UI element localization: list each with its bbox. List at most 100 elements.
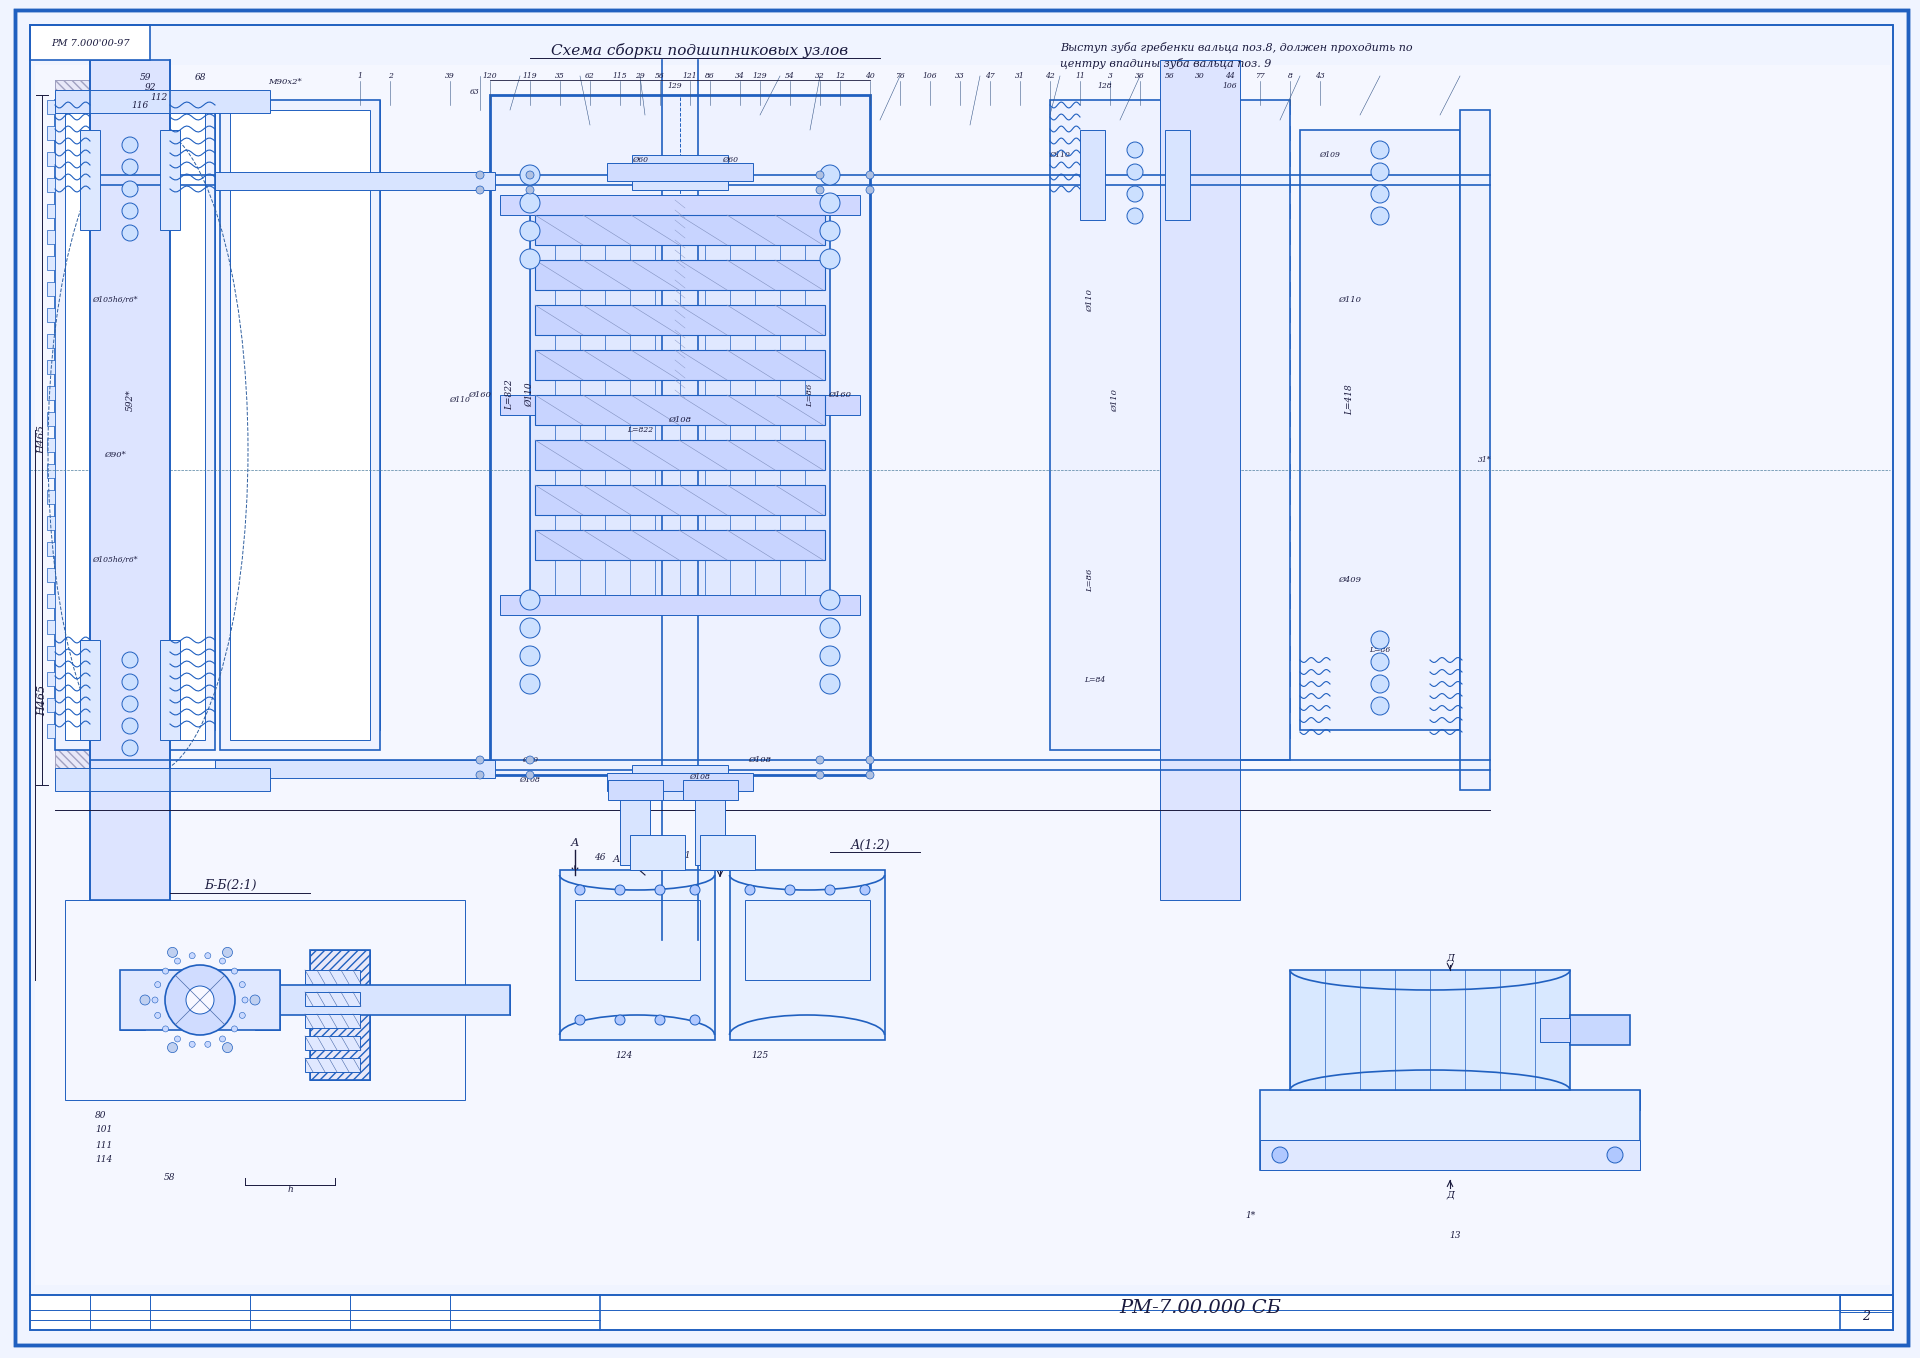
Circle shape <box>1371 141 1388 159</box>
Bar <box>1281 308 1290 322</box>
Circle shape <box>232 968 238 974</box>
Text: Ø108: Ø108 <box>668 416 691 424</box>
Bar <box>620 779 651 865</box>
Circle shape <box>1371 631 1388 649</box>
Bar <box>46 464 56 478</box>
Text: Д: Д <box>1446 953 1453 963</box>
Text: Лист: Лист <box>1855 1298 1878 1306</box>
Text: L=822: L=822 <box>628 426 653 435</box>
Bar <box>221 100 380 750</box>
Bar <box>1281 672 1290 686</box>
Circle shape <box>614 885 626 895</box>
Bar <box>46 126 56 140</box>
Text: 111: 111 <box>94 1141 111 1149</box>
Text: Ø90*: Ø90* <box>104 451 127 459</box>
Circle shape <box>1371 653 1388 671</box>
Circle shape <box>205 1042 211 1047</box>
Bar <box>1281 411 1290 426</box>
Bar <box>81 640 100 740</box>
Text: 34: 34 <box>735 72 745 80</box>
Text: 1*: 1* <box>1244 1210 1256 1219</box>
Bar <box>1469 600 1480 618</box>
Circle shape <box>123 202 138 219</box>
Text: 1: 1 <box>357 72 363 80</box>
Circle shape <box>123 697 138 712</box>
Bar <box>1469 360 1480 378</box>
Bar <box>46 698 56 712</box>
Bar <box>1281 257 1290 270</box>
Text: 80: 80 <box>94 1111 106 1119</box>
Bar <box>215 172 495 190</box>
Bar <box>1190 100 1219 731</box>
Text: 129: 129 <box>753 72 768 80</box>
Bar <box>745 900 870 980</box>
Circle shape <box>1127 164 1142 181</box>
Bar <box>1281 100 1290 114</box>
Text: Ø105h6/r6*: Ø105h6/r6* <box>92 555 138 564</box>
Circle shape <box>820 674 841 694</box>
Text: А: А <box>612 856 620 865</box>
Bar <box>1839 1296 1893 1329</box>
Bar <box>1571 1014 1630 1046</box>
Text: Н465: Н465 <box>36 684 46 716</box>
Bar <box>1281 334 1290 348</box>
Circle shape <box>163 1025 169 1032</box>
Circle shape <box>123 159 138 175</box>
Bar <box>1231 100 1290 760</box>
Text: Подп.: Подп. <box>288 1316 311 1324</box>
Text: Формат  А0: Формат А0 <box>1574 1319 1624 1325</box>
Bar <box>46 411 56 426</box>
Bar <box>305 991 361 1006</box>
Text: 76: 76 <box>895 72 904 80</box>
Bar <box>56 100 215 750</box>
Bar <box>56 100 84 731</box>
Bar <box>46 672 56 686</box>
Bar <box>1430 130 1459 710</box>
Circle shape <box>745 885 755 895</box>
Bar <box>119 970 146 1029</box>
Bar <box>536 350 826 380</box>
Text: Ø108: Ø108 <box>749 756 772 765</box>
Bar <box>1540 1018 1571 1042</box>
Text: 31*: 31* <box>1478 456 1492 464</box>
Bar <box>536 530 826 559</box>
Bar <box>536 259 826 291</box>
Circle shape <box>526 756 534 765</box>
Bar <box>1281 516 1290 530</box>
Text: 121: 121 <box>684 72 697 80</box>
Text: 47: 47 <box>985 72 995 80</box>
Bar <box>184 100 215 731</box>
Bar <box>305 1058 361 1071</box>
Text: L=86: L=86 <box>1087 568 1094 592</box>
Text: Ø60: Ø60 <box>632 156 649 164</box>
Circle shape <box>1127 208 1142 224</box>
Text: 36: 36 <box>1135 72 1144 80</box>
Bar <box>1469 479 1480 498</box>
Bar <box>630 835 685 870</box>
Text: Ø80: Ø80 <box>522 171 538 179</box>
Circle shape <box>574 1014 586 1025</box>
Text: Ø110: Ø110 <box>1112 388 1119 411</box>
Circle shape <box>866 771 874 779</box>
Circle shape <box>476 171 484 179</box>
Text: Н465: Н465 <box>38 425 46 455</box>
Bar <box>1281 178 1290 191</box>
Circle shape <box>1371 185 1388 202</box>
Bar <box>1260 1139 1640 1171</box>
Text: 56: 56 <box>1165 72 1175 80</box>
Bar <box>1281 621 1290 634</box>
Text: 116: 116 <box>131 100 148 110</box>
Text: 61: 61 <box>680 850 691 860</box>
Circle shape <box>167 948 177 957</box>
Bar <box>1281 568 1290 583</box>
Circle shape <box>816 186 824 194</box>
Circle shape <box>520 618 540 638</box>
Circle shape <box>816 756 824 765</box>
Circle shape <box>163 968 169 974</box>
Text: 40: 40 <box>866 72 876 80</box>
Circle shape <box>866 186 874 194</box>
Bar <box>607 773 753 790</box>
Bar <box>46 334 56 348</box>
Bar <box>1281 360 1290 373</box>
Circle shape <box>816 771 824 779</box>
